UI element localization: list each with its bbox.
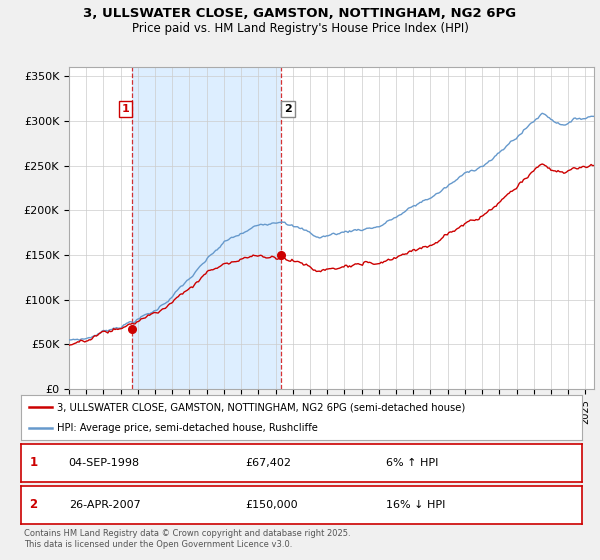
Text: 3, ULLSWATER CLOSE, GAMSTON, NOTTINGHAM, NG2 6PG (semi-detached house): 3, ULLSWATER CLOSE, GAMSTON, NOTTINGHAM,…: [58, 402, 466, 412]
Text: £67,402: £67,402: [245, 458, 292, 468]
Text: 3, ULLSWATER CLOSE, GAMSTON, NOTTINGHAM, NG2 6PG: 3, ULLSWATER CLOSE, GAMSTON, NOTTINGHAM,…: [83, 7, 517, 20]
Text: 26-APR-2007: 26-APR-2007: [68, 500, 140, 510]
Text: Price paid vs. HM Land Registry's House Price Index (HPI): Price paid vs. HM Land Registry's House …: [131, 22, 469, 35]
Text: HPI: Average price, semi-detached house, Rushcliffe: HPI: Average price, semi-detached house,…: [58, 423, 319, 433]
Text: 2: 2: [29, 498, 38, 511]
Text: £150,000: £150,000: [245, 500, 298, 510]
Bar: [132, 67, 281, 389]
Text: 1: 1: [121, 104, 129, 114]
Text: 1: 1: [29, 456, 38, 469]
Text: 04-SEP-1998: 04-SEP-1998: [68, 458, 140, 468]
Text: Contains HM Land Registry data © Crown copyright and database right 2025.
This d: Contains HM Land Registry data © Crown c…: [24, 529, 350, 549]
Text: 2: 2: [284, 104, 292, 114]
Text: 16% ↓ HPI: 16% ↓ HPI: [386, 500, 445, 510]
Text: 6% ↑ HPI: 6% ↑ HPI: [386, 458, 438, 468]
